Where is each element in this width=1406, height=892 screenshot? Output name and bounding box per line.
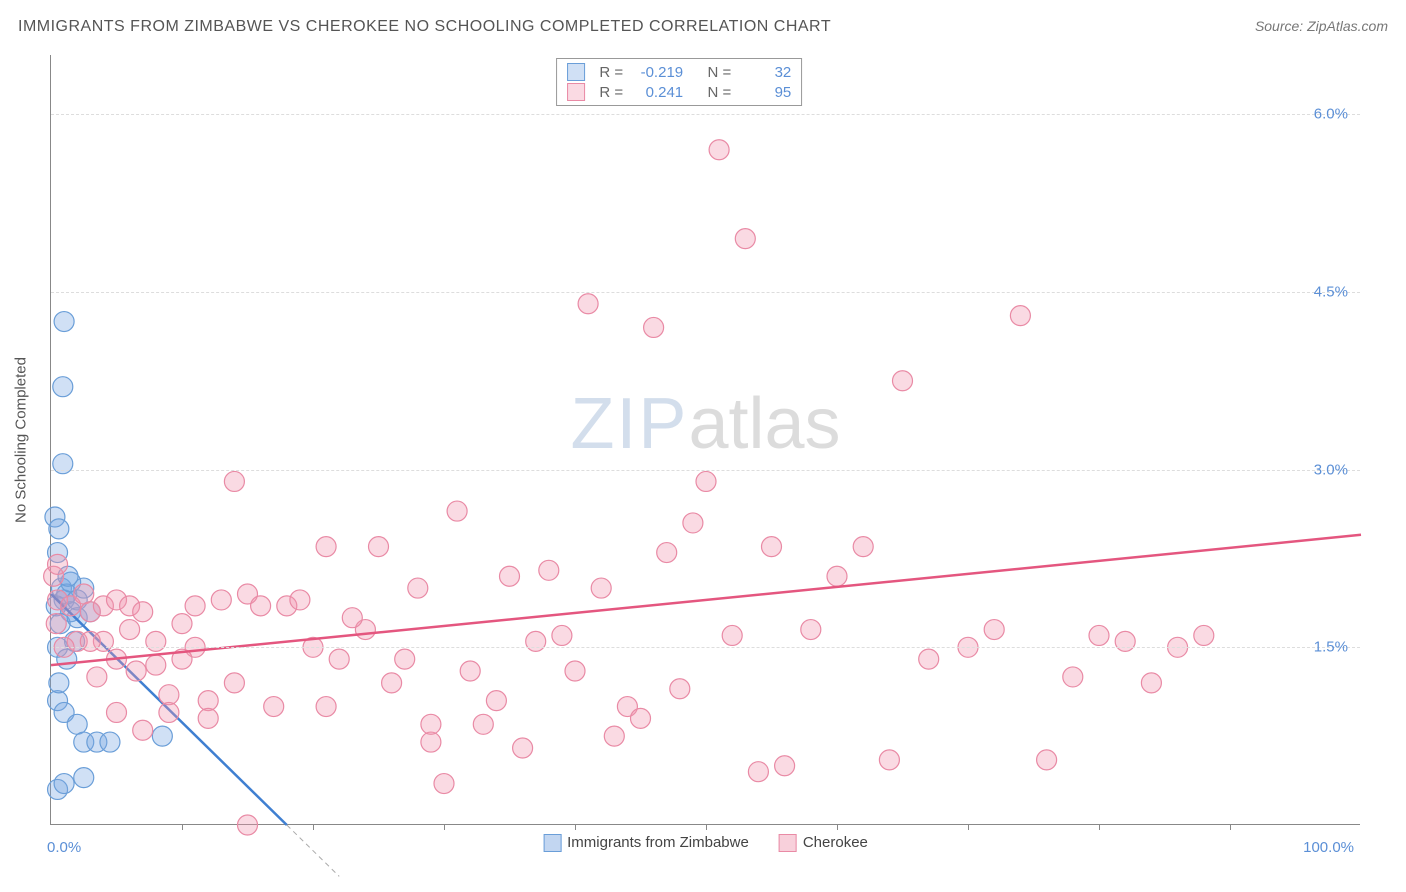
swatch-series-0	[567, 63, 585, 81]
stats-row-series-1: R = 0.241 N = 95	[567, 83, 791, 101]
x-tick	[1230, 824, 1231, 830]
x-tick	[182, 824, 183, 830]
x-axis-min-label: 0.0%	[47, 839, 81, 856]
y-tick-label: 1.5%	[1314, 639, 1348, 656]
gridline-h	[51, 292, 1360, 293]
x-tick	[968, 824, 969, 830]
r-label-1: R =	[599, 84, 623, 101]
legend-item-1: Cherokee	[779, 834, 868, 852]
r-label-0: R =	[599, 64, 623, 81]
legend-swatch-1	[779, 834, 797, 852]
y-tick-label: 4.5%	[1314, 283, 1348, 300]
x-axis-max-label: 100.0%	[1303, 839, 1354, 856]
x-tick	[313, 824, 314, 830]
stats-row-series-0: R = -0.219 N = 32	[567, 63, 791, 81]
x-tick	[444, 824, 445, 830]
y-axis-label: No Schooling Completed	[13, 357, 30, 523]
y-tick-label: 6.0%	[1314, 106, 1348, 123]
legend-item-0: Immigrants from Zimbabwe	[543, 834, 749, 852]
x-tick	[1099, 824, 1100, 830]
x-tick	[706, 824, 707, 830]
gridline-h	[51, 647, 1360, 648]
scatter-series	[51, 55, 1360, 824]
plot-area: No Schooling Completed ZIPatlas R = -0.2…	[50, 55, 1360, 825]
x-tick	[575, 824, 576, 830]
legend-label-1: Cherokee	[803, 834, 868, 851]
swatch-series-1	[567, 83, 585, 101]
n-value-1: 95	[739, 84, 791, 101]
n-value-0: 32	[739, 64, 791, 81]
legend-swatch-0	[543, 834, 561, 852]
series-legend: Immigrants from Zimbabwe Cherokee	[543, 834, 868, 852]
r-value-0: -0.219	[631, 64, 683, 81]
gridline-h	[51, 114, 1360, 115]
chart-title: IMMIGRANTS FROM ZIMBABWE VS CHEROKEE NO …	[18, 18, 831, 36]
y-tick-label: 3.0%	[1314, 461, 1348, 478]
source-attribution: Source: ZipAtlas.com	[1255, 18, 1388, 34]
r-value-1: 0.241	[631, 84, 683, 101]
stats-legend: R = -0.219 N = 32 R = 0.241 N = 95	[556, 58, 802, 106]
legend-label-0: Immigrants from Zimbabwe	[567, 834, 749, 851]
gridline-h	[51, 470, 1360, 471]
n-label-0: N =	[707, 64, 731, 81]
x-tick	[837, 824, 838, 830]
n-label-1: N =	[707, 84, 731, 101]
